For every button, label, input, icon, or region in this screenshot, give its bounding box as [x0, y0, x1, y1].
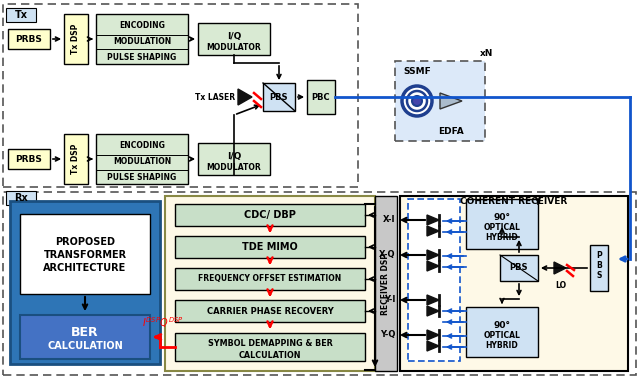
- Bar: [375, 196, 397, 371]
- Text: Y-Q: Y-Q: [380, 329, 395, 338]
- Text: X-Q: X-Q: [378, 249, 395, 258]
- Text: PRBS: PRBS: [15, 155, 42, 163]
- Text: OPTICAL: OPTICAL: [484, 332, 520, 340]
- Text: PBS: PBS: [269, 92, 288, 102]
- Bar: [466, 307, 538, 357]
- Bar: [64, 134, 88, 184]
- Bar: [96, 134, 188, 184]
- Bar: [175, 300, 365, 322]
- Text: PULSE SHAPING: PULSE SHAPING: [108, 172, 177, 182]
- Polygon shape: [427, 215, 439, 225]
- Text: BER: BER: [71, 326, 99, 338]
- Text: PRBS: PRBS: [15, 34, 42, 44]
- Polygon shape: [427, 306, 439, 316]
- Text: MODULATOR: MODULATOR: [207, 44, 261, 53]
- Text: I/Q: I/Q: [227, 33, 241, 41]
- Polygon shape: [427, 226, 439, 236]
- Circle shape: [402, 86, 432, 116]
- Text: xN: xN: [480, 50, 493, 58]
- Text: ARCHITECTURE: ARCHITECTURE: [44, 263, 127, 273]
- Bar: [8, 29, 50, 49]
- Bar: [165, 196, 375, 371]
- Bar: [466, 199, 538, 249]
- Polygon shape: [427, 295, 439, 305]
- Polygon shape: [238, 89, 252, 105]
- Text: OPTICAL: OPTICAL: [484, 224, 520, 232]
- Bar: [175, 204, 365, 226]
- Polygon shape: [427, 341, 439, 351]
- Polygon shape: [427, 250, 439, 260]
- Text: CARRIER PHASE RECOVERY: CARRIER PHASE RECOVERY: [207, 307, 333, 315]
- Bar: [10, 201, 160, 364]
- Text: Tx DSP: Tx DSP: [72, 144, 81, 174]
- Text: Tx DSP: Tx DSP: [72, 24, 81, 54]
- Bar: [175, 333, 365, 361]
- Polygon shape: [427, 261, 439, 271]
- Bar: [3, 4, 358, 187]
- Polygon shape: [554, 262, 566, 274]
- Bar: [590, 245, 608, 291]
- Text: FREQUENCY OFFSET ESTIMATION: FREQUENCY OFFSET ESTIMATION: [198, 274, 342, 283]
- Text: Y-I: Y-I: [383, 294, 395, 304]
- Text: CALCULATION: CALCULATION: [47, 341, 123, 351]
- Text: TRANSFORMER: TRANSFORMER: [44, 250, 127, 260]
- Text: 90°: 90°: [493, 213, 511, 221]
- Bar: [3, 192, 636, 375]
- Bar: [400, 196, 628, 371]
- Text: LO: LO: [556, 280, 566, 290]
- Text: HYBRID: HYBRID: [486, 233, 518, 243]
- Text: Tx LASER: Tx LASER: [195, 92, 235, 102]
- Bar: [8, 149, 50, 169]
- Bar: [6, 8, 36, 22]
- Bar: [395, 61, 485, 141]
- Bar: [20, 315, 150, 359]
- Bar: [6, 191, 36, 205]
- Polygon shape: [427, 330, 439, 340]
- Circle shape: [412, 96, 422, 106]
- Text: S: S: [596, 271, 602, 279]
- Bar: [198, 143, 270, 175]
- Bar: [263, 83, 295, 111]
- Text: B: B: [596, 260, 602, 269]
- Text: PROPOSED: PROPOSED: [55, 237, 115, 247]
- Text: ENCODING: ENCODING: [119, 141, 165, 150]
- Text: TDE MIMO: TDE MIMO: [242, 242, 298, 252]
- Text: CDC/ DBP: CDC/ DBP: [244, 210, 296, 220]
- Text: Rx: Rx: [14, 193, 28, 203]
- Bar: [198, 23, 270, 55]
- Text: SYMBOL DEMAPPING & BER: SYMBOL DEMAPPING & BER: [207, 338, 332, 348]
- Text: CALCULATION: CALCULATION: [239, 351, 301, 360]
- Circle shape: [407, 91, 427, 111]
- Text: HYBRID: HYBRID: [486, 341, 518, 351]
- Text: ENCODING: ENCODING: [119, 22, 165, 30]
- Text: PULSE SHAPING: PULSE SHAPING: [108, 53, 177, 61]
- Bar: [307, 80, 335, 114]
- Text: MODULATOR: MODULATOR: [207, 163, 261, 172]
- Text: $I^{DSP}Q^{DSP}$: $I^{DSP}Q^{DSP}$: [142, 316, 184, 330]
- Polygon shape: [440, 93, 462, 109]
- Text: MODULATION: MODULATION: [113, 158, 171, 166]
- Bar: [500, 255, 538, 281]
- Text: PBS: PBS: [509, 263, 528, 273]
- Text: P: P: [596, 251, 602, 260]
- Text: EDFA: EDFA: [438, 127, 464, 136]
- Text: I/Q: I/Q: [227, 152, 241, 161]
- Text: SSMF: SSMF: [403, 66, 431, 75]
- Bar: [175, 236, 365, 258]
- Bar: [96, 14, 188, 64]
- Text: 90°: 90°: [493, 321, 511, 329]
- Bar: [20, 214, 150, 294]
- Bar: [64, 14, 88, 64]
- Text: Tx: Tx: [15, 10, 28, 20]
- Bar: [408, 199, 460, 361]
- Text: MODULATION: MODULATION: [113, 38, 171, 47]
- Text: PBC: PBC: [312, 92, 330, 102]
- Text: RECEIVER DSP: RECEIVER DSP: [381, 253, 390, 315]
- Text: X-I: X-I: [383, 215, 395, 224]
- Text: COHERENT RECEIVER: COHERENT RECEIVER: [460, 196, 568, 205]
- Bar: [175, 268, 365, 290]
